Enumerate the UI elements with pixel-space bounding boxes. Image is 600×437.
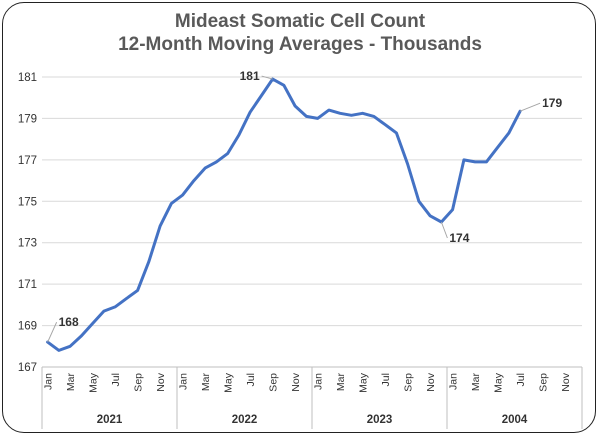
x-month-label: Jul bbox=[110, 373, 122, 386]
x-month-label: Sep bbox=[538, 373, 550, 392]
y-tick-label: 181 bbox=[18, 72, 37, 84]
x-month-label: Nov bbox=[560, 372, 572, 391]
y-tick-label: 167 bbox=[18, 362, 37, 374]
chart-title-block: Mideast Somatic Cell Count 12-Month Movi… bbox=[0, 10, 600, 56]
data-label: 168 bbox=[59, 315, 79, 329]
data-label: 174 bbox=[449, 231, 469, 245]
x-month-label: Nov bbox=[425, 372, 437, 391]
data-label: 179 bbox=[542, 96, 562, 110]
annotation-leader bbox=[261, 75, 273, 80]
x-month-label: Jan bbox=[313, 373, 325, 390]
x-month-label: Jul bbox=[515, 373, 527, 386]
annotation-leader bbox=[47, 321, 58, 343]
x-month-label: Mar bbox=[470, 373, 482, 392]
series-line bbox=[46, 77, 522, 352]
x-month-label: May bbox=[493, 372, 505, 393]
x-month-label: Jul bbox=[380, 373, 392, 386]
x-year-label: 2021 bbox=[97, 414, 123, 426]
y-tick-label: 177 bbox=[18, 155, 37, 167]
x-month-label: Mar bbox=[65, 373, 77, 392]
x-month-label: Sep bbox=[403, 373, 415, 392]
y-tick-label: 171 bbox=[18, 279, 37, 291]
x-month-label: Jan bbox=[448, 373, 460, 390]
chart-title: Mideast Somatic Cell Count bbox=[174, 11, 426, 32]
data-label: 181 bbox=[240, 69, 260, 83]
x-year-label: 2004 bbox=[502, 414, 528, 426]
annotation-leader bbox=[440, 221, 448, 239]
x-month-label: Jan bbox=[178, 373, 190, 390]
x-month-label: Nov bbox=[155, 372, 167, 391]
chart-frame bbox=[2, 2, 596, 433]
y-tick-label: 179 bbox=[18, 113, 37, 125]
x-month-label: Nov bbox=[290, 372, 302, 391]
y-tick-label: 173 bbox=[18, 238, 37, 250]
x-month-label: Mar bbox=[200, 373, 212, 392]
x-month-label: Sep bbox=[268, 373, 280, 392]
x-year-label: 2023 bbox=[367, 414, 393, 426]
x-month-label: May bbox=[88, 372, 100, 393]
x-month-label: May bbox=[223, 372, 235, 393]
x-month-label: Sep bbox=[133, 373, 145, 392]
x-year-label: 2022 bbox=[232, 414, 258, 426]
annotation-leader bbox=[519, 102, 541, 112]
x-month-label: Mar bbox=[335, 373, 347, 392]
chart-subtitle: 12-Month Moving Averages - Thousands bbox=[118, 34, 482, 55]
y-tick-label: 175 bbox=[18, 196, 37, 208]
x-month-label: May bbox=[358, 372, 370, 393]
x-month-label: Jul bbox=[245, 373, 257, 386]
x-month-label: Jan bbox=[43, 373, 55, 390]
y-tick-label: 169 bbox=[18, 321, 37, 333]
